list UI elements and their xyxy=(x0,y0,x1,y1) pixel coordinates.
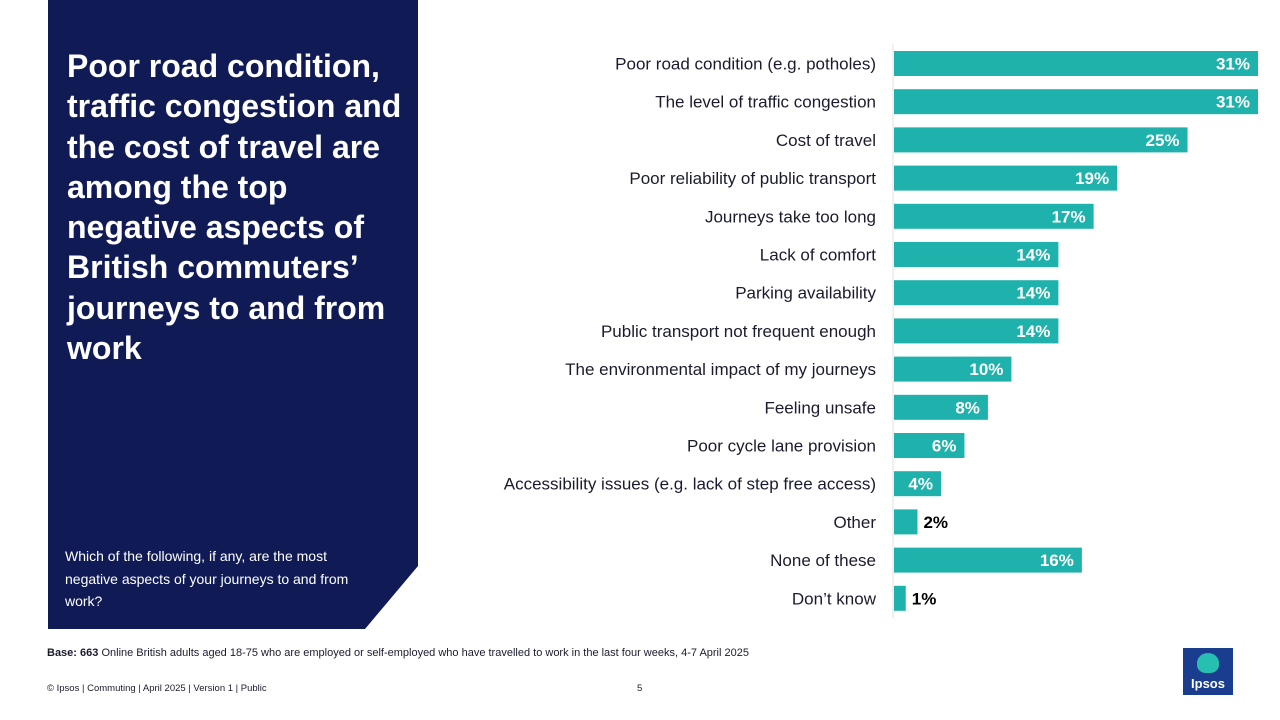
value-label: 14% xyxy=(1016,284,1050,303)
bar xyxy=(894,127,1188,153)
bar xyxy=(894,89,1258,115)
value-label: 4% xyxy=(908,475,933,494)
base-text: Online British adults aged 18-75 who are… xyxy=(101,647,749,659)
bar xyxy=(894,585,906,611)
title-panel: Poor road condition, traffic congestion … xyxy=(48,0,418,629)
bar xyxy=(894,165,1118,191)
bar xyxy=(894,471,941,497)
category-label: Public transport not frequent enough xyxy=(601,322,876,341)
category-label: Accessibility issues (e.g. lack of step … xyxy=(504,475,876,494)
category-label: Other xyxy=(833,513,876,532)
base-note: Base: 663 Online British adults aged 18-… xyxy=(47,647,749,659)
bar xyxy=(894,509,918,535)
category-label: The environmental impact of my journeys xyxy=(565,360,876,379)
category-label: Cost of travel xyxy=(776,131,876,150)
footer-text: © Ipsos | Commuting | April 2025 | Versi… xyxy=(47,683,267,694)
category-label: Poor reliability of public transport xyxy=(629,169,876,188)
bar xyxy=(894,433,965,458)
category-label: Journeys take too long xyxy=(705,207,876,226)
category-label: Parking availability xyxy=(735,284,876,303)
bar xyxy=(894,318,1059,344)
logo-text: Ipsos xyxy=(1191,676,1225,691)
value-label: 16% xyxy=(1040,551,1074,570)
bar xyxy=(894,242,1059,267)
bar xyxy=(894,547,1082,573)
bar xyxy=(894,394,988,420)
category-label: Feeling unsafe xyxy=(764,398,876,417)
ipsos-logo: Ipsos xyxy=(1183,648,1233,695)
category-label: The level of traffic congestion xyxy=(655,93,876,112)
bar xyxy=(894,51,1258,76)
value-label: 6% xyxy=(932,437,957,456)
slide-title: Poor road condition, traffic congestion … xyxy=(67,48,402,367)
logo-mark-icon xyxy=(1197,653,1219,673)
base-count: 663 xyxy=(80,647,99,659)
value-label: 19% xyxy=(1075,169,1109,188)
bar xyxy=(894,280,1059,306)
page-number: 5 xyxy=(637,683,643,694)
value-label: 1% xyxy=(912,589,937,608)
category-label: Poor road condition (e.g. potholes) xyxy=(615,55,876,74)
value-label: 17% xyxy=(1052,207,1086,226)
category-label: Poor cycle lane provision xyxy=(687,437,876,456)
value-label: 31% xyxy=(1216,93,1250,112)
value-label: 2% xyxy=(923,513,948,532)
value-label: 8% xyxy=(955,398,980,417)
category-label: Don’t know xyxy=(792,589,877,608)
bar xyxy=(894,356,1012,382)
category-label: None of these xyxy=(770,551,876,570)
base-label: Base: xyxy=(47,647,77,659)
value-label: 14% xyxy=(1016,322,1050,341)
value-label: 31% xyxy=(1216,55,1250,74)
category-label: Lack of comfort xyxy=(760,246,876,265)
bar xyxy=(894,203,1094,229)
survey-question: Which of the following, if any, are the … xyxy=(65,548,349,609)
value-label: 25% xyxy=(1146,131,1180,150)
value-label: 14% xyxy=(1016,246,1050,265)
value-label: 10% xyxy=(969,360,1003,379)
